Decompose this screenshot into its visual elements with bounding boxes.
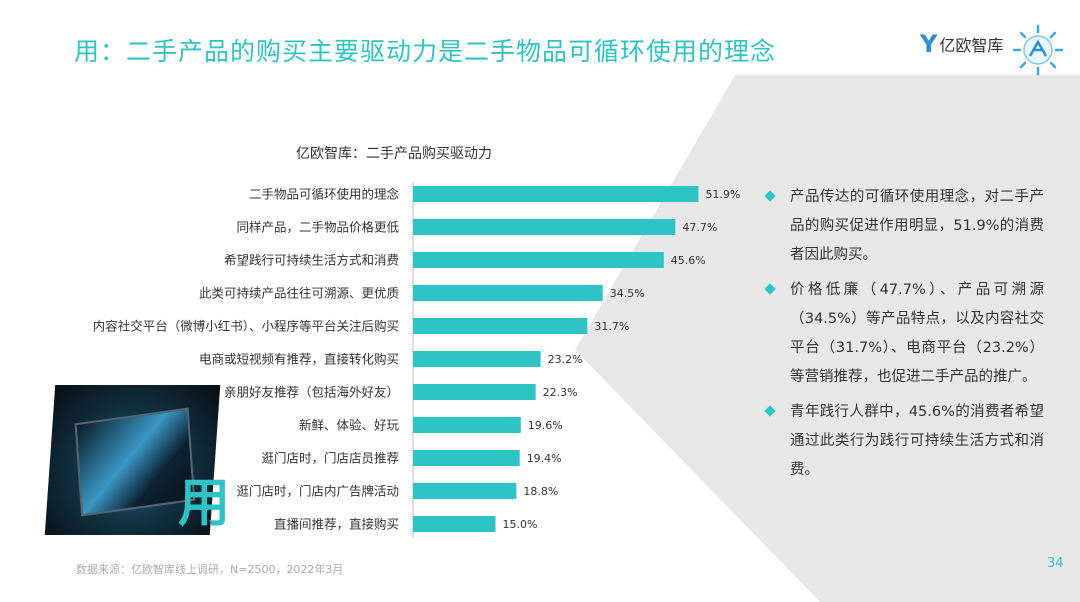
logo-mark-icon: Y — [920, 30, 938, 58]
category-label: 亲朋好友推荐（包括海外好友） — [224, 385, 399, 400]
category-label: 逛门店时，门店内广告牌活动 — [236, 484, 399, 499]
big-character: 用 — [178, 474, 231, 534]
bar-value-label: 51.9% — [705, 188, 740, 201]
category-label: 同样产品，二手物品价格更低 — [236, 220, 399, 235]
bar-chart: 二手物品可循环使用的理念 51.9% 同样产品，二手物品价格更低 47.7% 希望践行可… — [93, 182, 740, 538]
bar-value-label: 15.0% — [503, 518, 538, 531]
bar — [413, 318, 588, 334]
page-number: 34 — [1047, 556, 1064, 571]
bar-value-label: 47.7% — [682, 221, 717, 234]
bar-value-label: 34.5% — [610, 287, 645, 300]
bullet-text: 价格低廉（47.7%）、产品可溯源（34.5%）等产品特点，以及内容社交平台（3… — [790, 282, 1044, 385]
bar — [413, 417, 521, 433]
bar-value-label: 18.8% — [523, 485, 558, 498]
bar — [413, 483, 517, 499]
insight-bullets: 产品传达的可循环使用理念，对二手产品的购买促进作用明显，51.9%的消费者因此购… — [762, 183, 1044, 491]
bar — [413, 285, 603, 301]
category-label: 新鲜、体验、好玩 — [299, 418, 400, 433]
sun-badge-icon — [1012, 24, 1064, 76]
bar — [413, 219, 676, 235]
bar-value-label: 23.2% — [548, 353, 583, 366]
category-label: 电商或短视频有推荐，直接转化购买 — [199, 352, 399, 367]
data-source: 数据来源：亿欧智库线上调研，N=2500，2022年3月 — [76, 563, 344, 576]
bar-value-label: 19.4% — [527, 452, 562, 465]
chart-title: 亿欧智库：二手产品购买驱动力 — [296, 146, 492, 162]
bullet-item: 价格低廉（47.7%）、产品可溯源（34.5%）等产品特点，以及内容社交平台（3… — [762, 276, 1044, 392]
page-title: 用：二手产品的购买主要驱动力是二手物品可循环使用的理念 — [74, 37, 777, 66]
bar-value-label: 22.3% — [543, 386, 578, 399]
bar-value-label: 45.6% — [671, 254, 706, 267]
category-label: 逛门店时，门店店员推荐 — [261, 451, 399, 466]
bar — [413, 351, 541, 367]
bullet-item: 产品传达的可循环使用理念，对二手产品的购买促进作用明显，51.9%的消费者因此购… — [762, 183, 1044, 270]
bar-value-label: 19.6% — [528, 419, 563, 432]
category-label: 希望践行可持续生活方式和消费 — [224, 253, 399, 268]
logo: Y 亿欧智库 — [920, 32, 1003, 56]
bar — [413, 252, 664, 268]
bar — [413, 384, 536, 400]
diamond-bullet-icon — [764, 190, 776, 202]
bar-value-label: 31.7% — [594, 320, 629, 333]
bullet-text: 青年践行人群中，45.6%的消费者希望通过此类行为践行可持续生活方式和消费。 — [790, 404, 1044, 478]
logo-text: 亿欧智库 — [939, 36, 1004, 55]
bar — [413, 450, 520, 466]
category-label: 内容社交平台（微博小红书）、小程序等平台关注后购买 — [93, 319, 399, 334]
bullet-item: 青年践行人群中，45.6%的消费者希望通过此类行为践行可持续生活方式和消费。 — [762, 398, 1044, 485]
bar — [413, 516, 496, 532]
category-label: 直播间推荐，直接购买 — [274, 517, 399, 532]
bullet-text: 产品传达的可循环使用理念，对二手产品的购买促进作用明显，51.9%的消费者因此购… — [790, 189, 1044, 263]
diamond-bullet-icon — [764, 283, 776, 295]
diamond-bullet-icon — [764, 405, 776, 417]
category-label: 此类可持续产品往往可溯源、更优质 — [199, 286, 399, 301]
category-label: 二手物品可循环使用的理念 — [249, 187, 400, 202]
bar — [413, 186, 699, 202]
